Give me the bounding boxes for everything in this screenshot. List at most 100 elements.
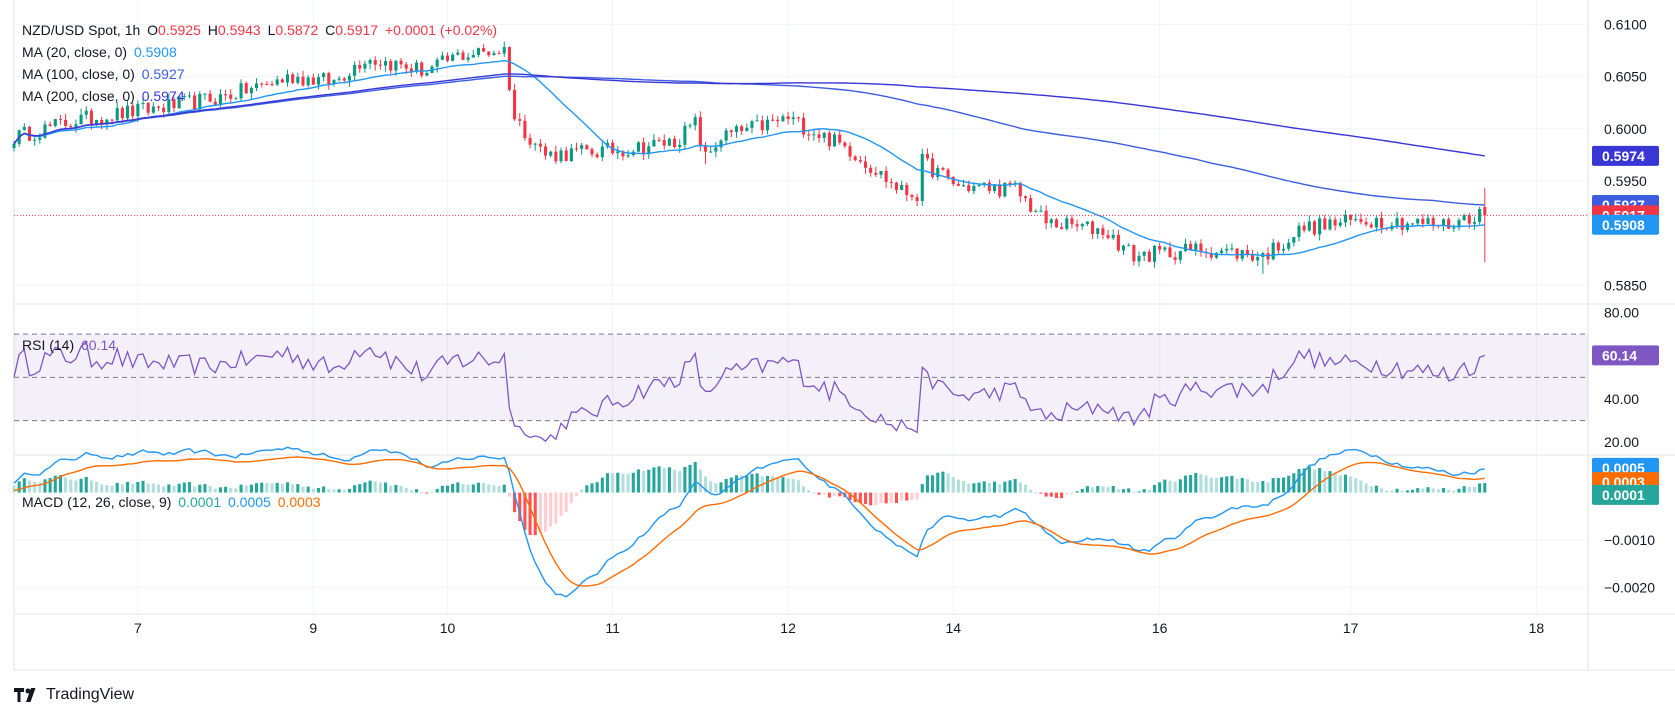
close-value: 0.5917 bbox=[335, 22, 379, 38]
macd-hist-bar bbox=[1349, 476, 1353, 493]
chart-frame bbox=[13, 0, 1675, 671]
candle-body bbox=[1194, 243, 1198, 250]
rsi-tick-label: 40.00 bbox=[1604, 391, 1639, 407]
macd-hist-bar bbox=[384, 482, 388, 493]
macd-hist-bar bbox=[193, 486, 197, 493]
macd-hist-bar bbox=[956, 479, 960, 493]
macd-hist-bar bbox=[373, 481, 377, 493]
macd-hist-bar bbox=[1385, 490, 1389, 493]
candle-body bbox=[1328, 219, 1332, 230]
candle-body bbox=[327, 73, 331, 84]
time-tick-label: 16 bbox=[1152, 620, 1168, 636]
candle-body bbox=[198, 93, 202, 110]
candle-body bbox=[1292, 236, 1296, 243]
macd-hist-bar bbox=[1044, 492, 1048, 497]
macd-hist-bar bbox=[1256, 481, 1260, 493]
candle-body bbox=[802, 117, 806, 135]
macd-hist-bar bbox=[1060, 492, 1064, 499]
macd-hist-bar bbox=[162, 486, 166, 493]
macd-hist-bar bbox=[120, 484, 124, 493]
candle-body bbox=[1168, 247, 1172, 258]
macd-hist-bar bbox=[647, 469, 651, 493]
macd-hist-bar bbox=[394, 484, 398, 493]
candle-body bbox=[853, 156, 857, 161]
candle-body bbox=[1318, 218, 1322, 235]
time-tick-label: 17 bbox=[1343, 620, 1359, 636]
candle-body bbox=[543, 146, 548, 156]
candle-body bbox=[1189, 243, 1193, 250]
candle-body bbox=[1106, 234, 1110, 239]
macd-hist-bar bbox=[1390, 490, 1394, 493]
macd-hist-bar bbox=[1483, 483, 1487, 493]
candle-body bbox=[1354, 218, 1358, 220]
candle-body bbox=[1080, 224, 1084, 227]
rsi-tick-label: 20.00 bbox=[1604, 434, 1639, 450]
candle-body bbox=[502, 47, 506, 54]
candle-body bbox=[182, 96, 186, 98]
macd-hist-bar bbox=[1204, 475, 1208, 493]
candle-body bbox=[905, 184, 909, 196]
macd-hist-bar bbox=[1189, 475, 1193, 493]
time-tick-label: 7 bbox=[134, 620, 142, 636]
candle-body bbox=[513, 89, 517, 120]
candle-body bbox=[1225, 248, 1229, 251]
candle-body bbox=[1178, 251, 1182, 260]
candle-body bbox=[925, 153, 929, 159]
candle-body bbox=[590, 149, 594, 155]
candle-body bbox=[1307, 221, 1311, 231]
open-label: O bbox=[147, 22, 159, 38]
macd-hist-bar bbox=[652, 467, 656, 493]
ma20-line bbox=[13, 59, 1485, 257]
macd-hist-bar bbox=[17, 481, 21, 493]
time-tick-label: 18 bbox=[1529, 620, 1545, 636]
candle-body bbox=[931, 158, 935, 177]
macd-hist-bar bbox=[523, 492, 527, 530]
macd-hist-bar bbox=[1147, 489, 1151, 493]
candle-body bbox=[156, 106, 161, 108]
ma20-label: MA (20, close, 0) bbox=[22, 44, 128, 60]
candle-body bbox=[115, 108, 119, 121]
macd-hist-bar bbox=[807, 490, 811, 493]
candle-body bbox=[358, 64, 362, 69]
macd-histogram bbox=[12, 461, 1487, 536]
candle-body bbox=[580, 145, 584, 149]
candle-body bbox=[151, 106, 155, 113]
candle-body bbox=[285, 74, 290, 83]
macd-hist-bar bbox=[709, 481, 713, 493]
macd-hist-bar bbox=[337, 489, 341, 493]
grid bbox=[14, 0, 1588, 614]
macd-hist-bar bbox=[1054, 492, 1059, 499]
macd-line-value: 0.0005 bbox=[228, 494, 271, 510]
macd-hist-bar bbox=[1230, 475, 1234, 493]
candle-body bbox=[497, 53, 501, 55]
candle-body bbox=[693, 117, 697, 126]
macd-hist-bar bbox=[280, 483, 284, 493]
macd-hist-bar bbox=[482, 482, 486, 493]
candle-body bbox=[595, 154, 599, 158]
ma20-value: 0.5908 bbox=[133, 44, 177, 60]
macd-hist-bar bbox=[910, 492, 914, 500]
candle-body bbox=[270, 84, 274, 86]
macd-hist-bar bbox=[1240, 478, 1244, 493]
tradingview-logo[interactable]: TradingView bbox=[14, 686, 134, 704]
macd-hist-bar bbox=[38, 482, 42, 493]
macd-hist-bar bbox=[368, 480, 372, 493]
candle-body bbox=[1173, 257, 1177, 260]
macd-hist-bar bbox=[255, 483, 259, 493]
macd-hist-bar bbox=[962, 481, 966, 493]
macd-hist-bar bbox=[667, 467, 671, 493]
macd-hist-bar bbox=[430, 491, 434, 493]
macd-hist-bar bbox=[1318, 468, 1322, 493]
macd-hist-bar bbox=[471, 484, 475, 493]
candle-body bbox=[249, 88, 253, 94]
candle-body bbox=[755, 120, 759, 122]
rsi-value: 60.14 bbox=[81, 337, 117, 353]
macd-hist-bar bbox=[291, 484, 295, 493]
candle-body bbox=[992, 184, 997, 191]
macd-hist-bar bbox=[285, 482, 290, 493]
macd-hist-bar bbox=[719, 482, 723, 493]
candle-body bbox=[585, 145, 589, 150]
candle-body bbox=[549, 151, 553, 156]
macd-hist-bar bbox=[714, 483, 718, 493]
